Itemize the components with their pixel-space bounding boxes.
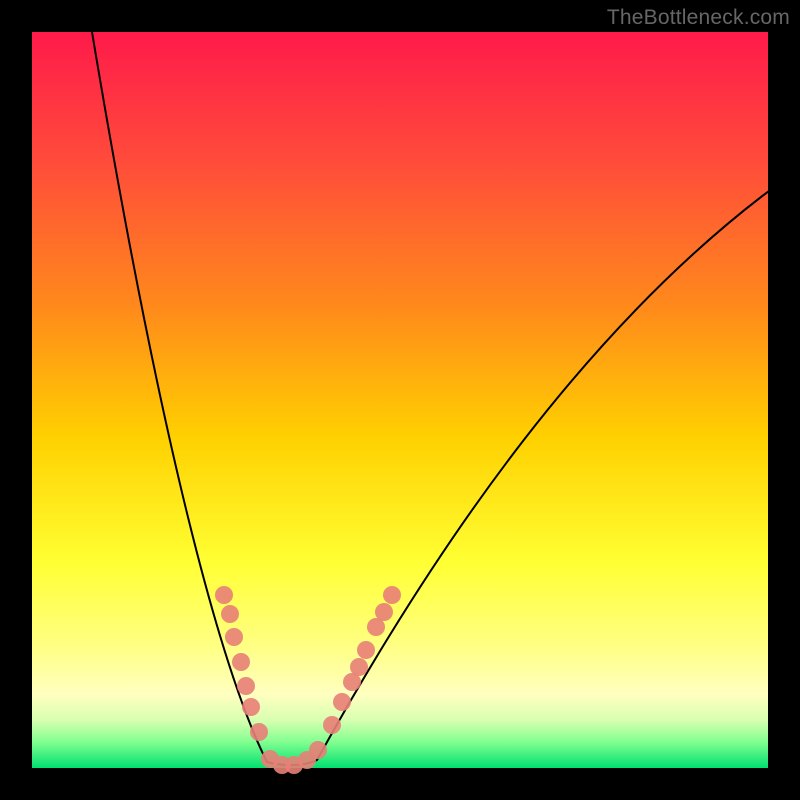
watermark-text: TheBottleneck.com <box>607 6 790 30</box>
data-marker <box>225 628 243 646</box>
data-marker <box>375 603 393 621</box>
data-marker <box>237 677 255 695</box>
data-marker <box>350 658 368 676</box>
data-marker <box>215 586 233 604</box>
data-marker <box>221 605 239 623</box>
data-marker <box>383 586 401 604</box>
data-marker <box>333 693 351 711</box>
data-marker <box>242 698 260 716</box>
bottleneck-chart <box>0 0 800 800</box>
data-marker <box>232 653 250 671</box>
data-marker <box>323 716 341 734</box>
data-marker <box>250 723 268 741</box>
data-marker <box>357 641 375 659</box>
plot-gradient-background <box>32 32 768 768</box>
data-marker <box>309 741 327 759</box>
